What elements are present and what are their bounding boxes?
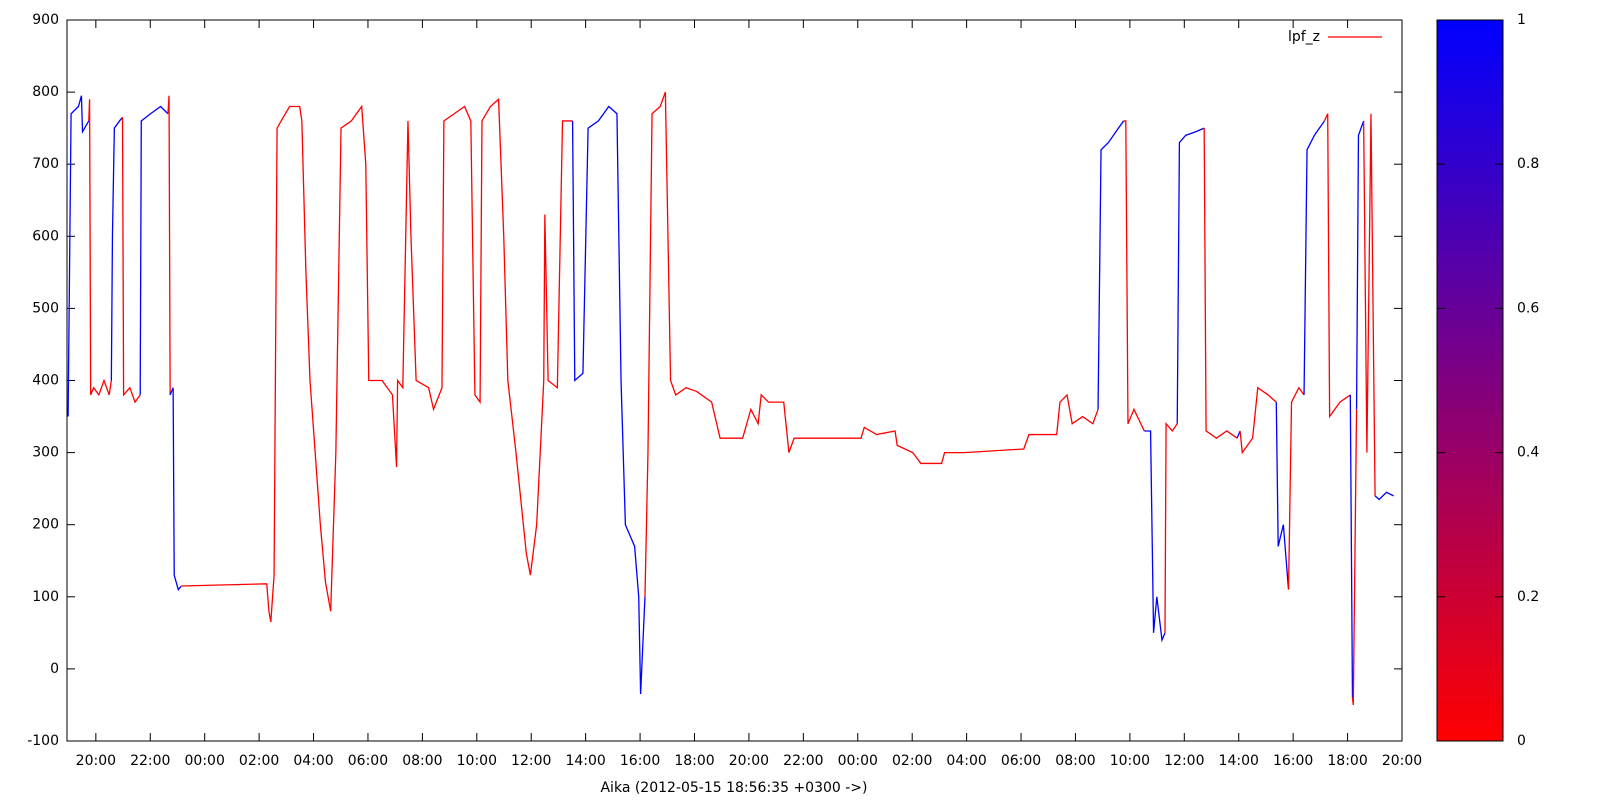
data-line: [67, 95, 90, 417]
data-line: [1355, 120, 1365, 410]
data-line: [110, 116, 124, 381]
y-tick-label: -100: [27, 733, 59, 749]
x-tick-label: 20:00: [729, 753, 769, 769]
x-tick-label: 12:00: [1164, 753, 1204, 769]
x-tick-label: 08:00: [402, 753, 442, 769]
data-line: [1164, 422, 1178, 633]
y-tick-label: 200: [32, 517, 59, 533]
x-tick-label: 22:00: [783, 753, 823, 769]
data-line: [167, 95, 171, 395]
data-line: [1176, 127, 1205, 424]
y-tick-label: 300: [32, 445, 59, 461]
x-tick-label: 22:00: [130, 753, 170, 769]
data-line: [139, 105, 169, 395]
y-tick-label: 900: [32, 12, 59, 28]
data-line: [1203, 128, 1238, 439]
data-line: [1287, 386, 1305, 590]
x-tick-label: 06:00: [348, 753, 388, 769]
x-tick-label: 06:00: [1001, 753, 1041, 769]
x-tick-label: 12:00: [511, 753, 551, 769]
x-tick-label: 00:00: [838, 753, 878, 769]
y-tick-label: 100: [32, 589, 59, 605]
x-tick-label: 14:00: [1219, 753, 1259, 769]
y-tick-label: 800: [32, 84, 59, 100]
data-line: [169, 387, 182, 591]
colorbar-tick-label: 0.8: [1517, 156, 1539, 172]
x-tick-label: 08:00: [1055, 753, 1095, 769]
data-line: [121, 117, 141, 404]
y-tick-label: 500: [32, 300, 59, 316]
colorbar-tick-label: 0.2: [1517, 589, 1539, 605]
plot-frame: [66, 19, 1403, 742]
colorbar-tick-label: 0.6: [1517, 300, 1539, 316]
y-tick-label: 400: [32, 373, 59, 389]
data-line: [1303, 120, 1325, 395]
x-tick-label: 14:00: [565, 753, 605, 769]
data-line: [1097, 120, 1125, 410]
x-axis-label: Aika (2012-05-15 18:56:35 +0300 ->): [600, 780, 867, 796]
data-line: [1351, 409, 1358, 706]
data-line: [644, 91, 1099, 597]
data-line: [1323, 113, 1351, 419]
colorbar: [1436, 19, 1504, 742]
data-line: [1275, 402, 1290, 590]
data-line: [1349, 394, 1354, 698]
x-tick-label: 04:00: [293, 753, 333, 769]
data-line: [1239, 386, 1277, 455]
x-tick-label: 18:00: [1327, 753, 1367, 769]
x-tick-label: 02:00: [892, 753, 932, 769]
colorbar-tick-label: 1: [1517, 12, 1526, 28]
x-tick-label: 16:00: [1273, 753, 1313, 769]
y-tick-label: 700: [32, 156, 59, 172]
data-line: [1144, 430, 1166, 643]
x-tick-label: 10:00: [457, 753, 497, 769]
x-tick-label: 20:00: [1382, 753, 1422, 769]
y-tick-label: 600: [32, 228, 59, 244]
x-tick-label: 00:00: [185, 753, 225, 769]
colorbar-tick-label: 0: [1517, 733, 1526, 749]
data-line: [181, 97, 573, 623]
x-tick-label: 02:00: [239, 753, 279, 769]
colorbar-tick-label: 0.4: [1517, 445, 1539, 461]
data-line: [88, 99, 112, 397]
x-tick-label: 04:00: [946, 753, 986, 769]
data-line: [571, 105, 646, 695]
data-line: [1362, 113, 1376, 496]
x-tick-label: 18:00: [674, 753, 714, 769]
x-tick-label: 16:00: [620, 753, 660, 769]
legend-label: lpf_z: [1288, 29, 1320, 45]
data-line: [1374, 491, 1394, 501]
y-tick-label: 0: [50, 661, 59, 677]
x-tick-label: 20:00: [76, 753, 116, 769]
data-line: [1123, 120, 1145, 432]
x-tick-label: 10:00: [1110, 753, 1150, 769]
